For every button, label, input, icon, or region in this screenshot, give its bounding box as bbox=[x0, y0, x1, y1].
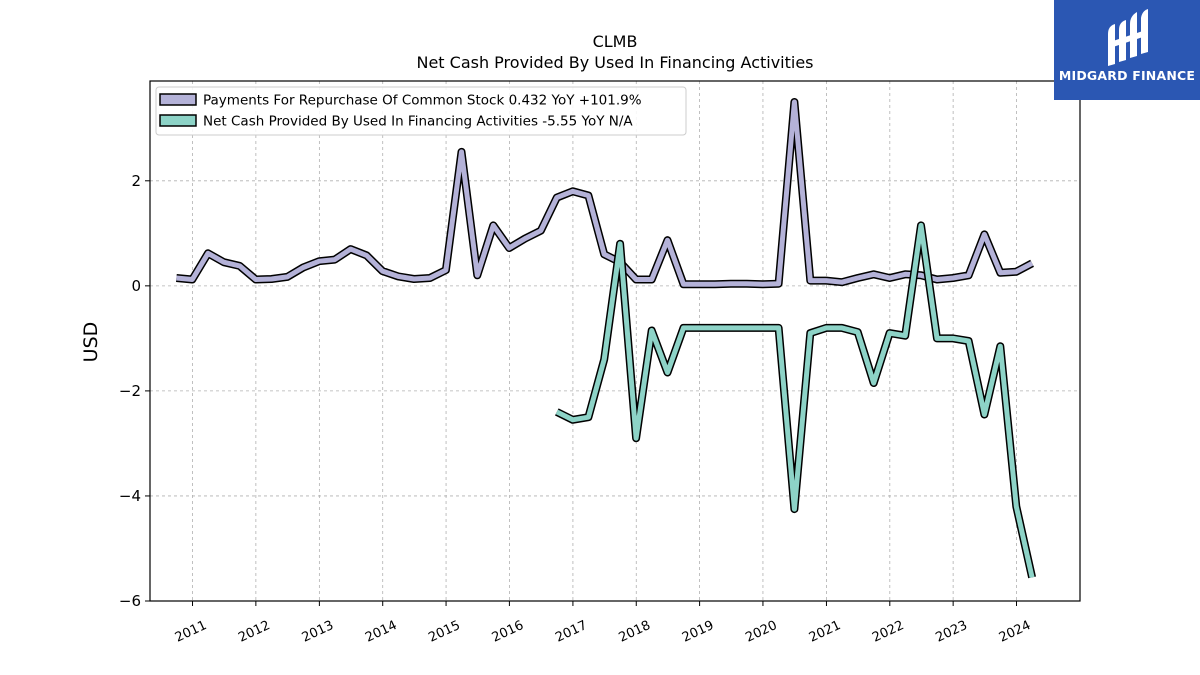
series-lines bbox=[176, 98, 1037, 579]
x-tick-label: 2016 bbox=[490, 618, 526, 646]
legend: Payments For Repurchase Of Common Stock … bbox=[155, 86, 687, 136]
y-tick-label: 2 bbox=[131, 172, 141, 190]
logo-mark-icon bbox=[1108, 9, 1148, 66]
x-tick-label: 2017 bbox=[553, 618, 589, 646]
x-axis: 2011 2012 2013 2014 2015 2016 2017 2018 2019 2020… bbox=[173, 601, 1033, 646]
legend-swatch-financing bbox=[159, 114, 197, 127]
y-axis: 2 0 −2 −4 −6 bbox=[119, 172, 150, 610]
plot-frame bbox=[149, 80, 1081, 602]
chart-title: CLMB bbox=[593, 32, 638, 51]
brand-logo: MIDGARD FINANCE bbox=[1054, 0, 1200, 100]
series-line-0 bbox=[176, 99, 1034, 287]
x-tick-label: 2022 bbox=[870, 618, 906, 646]
x-tick-label: 2012 bbox=[236, 618, 272, 646]
grid bbox=[150, 81, 1080, 602]
chart-subtitle: Net Cash Provided By Used In Financing A… bbox=[416, 53, 813, 72]
y-tick-label: −6 bbox=[119, 592, 141, 610]
x-tick-label: 2020 bbox=[743, 618, 779, 646]
x-tick-label: 2014 bbox=[363, 618, 399, 646]
y-tick-label: −4 bbox=[119, 487, 141, 505]
x-tick-label: 2019 bbox=[680, 618, 716, 646]
x-tick-label: 2013 bbox=[300, 618, 336, 646]
y-axis-label: USD bbox=[80, 322, 102, 363]
brand-name: MIDGARD FINANCE bbox=[1058, 68, 1196, 83]
legend-swatch-repurchase bbox=[159, 93, 197, 106]
x-tick-label: 2018 bbox=[617, 618, 653, 646]
x-tick-label: 2021 bbox=[807, 618, 843, 646]
y-tick-label: 0 bbox=[131, 277, 141, 295]
legend-label-financing: Net Cash Provided By Used In Financing A… bbox=[203, 114, 633, 130]
x-tick-label: 2011 bbox=[173, 618, 209, 646]
x-tick-label: 2024 bbox=[997, 618, 1033, 646]
legend-label-repurchase: Payments For Repurchase Of Common Stock … bbox=[203, 93, 642, 109]
y-tick-label: −2 bbox=[119, 382, 141, 400]
x-tick-label: 2023 bbox=[933, 618, 969, 646]
legend-box bbox=[155, 86, 687, 136]
series-line-1 bbox=[555, 222, 1035, 578]
x-tick-label: 2015 bbox=[426, 618, 462, 646]
